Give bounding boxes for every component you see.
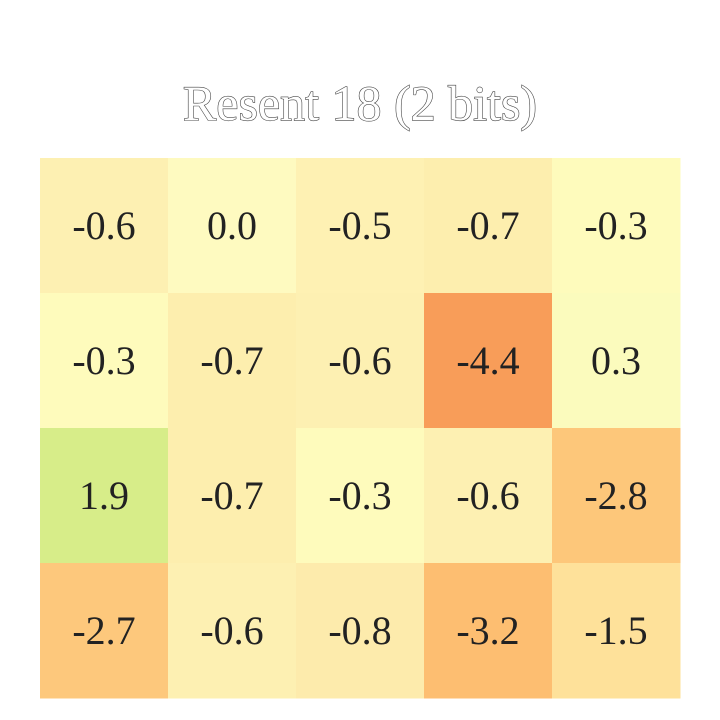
cell-value-label-r3-c1: -0.6	[200, 608, 263, 653]
cell-value-label-r2-c4: -2.8	[584, 473, 647, 518]
heatmap-cell-r1-c1	[168, 293, 297, 429]
heatmap-cell-r3-c4	[552, 563, 681, 699]
heatmap-cell-r3-c3	[424, 563, 553, 699]
cell-value-label-r3-c3: -3.2	[456, 608, 519, 653]
cell-value-label-r0-c1: 0.0	[207, 203, 257, 248]
cell-value-label-r2-c3: -0.6	[456, 473, 519, 518]
cell-value-label-r0-c0: -0.6	[72, 203, 135, 248]
cell-value-label-r1-c2: -0.6	[328, 338, 391, 383]
cell-value-label-r0-c3: -0.7	[456, 203, 519, 248]
heatmap-cell-r1-c2	[296, 293, 425, 429]
cell-value-label-r2-c0: 1.9	[79, 473, 129, 518]
heatmap-cells	[40, 158, 681, 699]
heatmap-cell-r2-c3	[424, 428, 553, 564]
heatmap-cell-r2-c0	[40, 428, 169, 564]
cell-value-label-r3-c0: -2.7	[72, 608, 135, 653]
chart-title: Resent 18 (2 bits)	[183, 75, 537, 131]
cell-value-label-r1-c0: -0.3	[72, 338, 135, 383]
heatmap-cell-r0-c4	[552, 158, 681, 294]
cell-value-label-r2-c1: -0.7	[200, 473, 263, 518]
heatmap-cell-r1-c3	[424, 293, 553, 429]
heatmap-cell-labels: -0.6 0.0 -0.5 -0.7 -0.3 -0.3 -0.7 -0.6 -4.4 0.3 1.…	[72, 203, 647, 653]
heatmap-cell-r3-c2	[296, 563, 425, 699]
heatmap-cell-r3-c0	[40, 563, 169, 699]
heatmap-cell-r0-c3	[424, 158, 553, 294]
cell-value-label-r1-c3: -4.4	[456, 338, 519, 383]
heatmap-cell-r0-c1	[168, 158, 297, 294]
heatmap-cell-r2-c1	[168, 428, 297, 564]
cell-value-label-r2-c2: -0.3	[328, 473, 391, 518]
cell-value-label-r0-c2: -0.5	[328, 203, 391, 248]
heatmap-cell-r0-c2	[296, 158, 425, 294]
cell-value-label-r3-c2: -0.8	[328, 608, 391, 653]
heatmap-cell-r0-c0	[40, 158, 169, 294]
heatmap-cell-r2-c2	[296, 428, 425, 564]
heatmap-cell-r1-c0	[40, 293, 169, 429]
heatmap-cell-r1-c4	[552, 293, 681, 429]
cell-value-label-r0-c4: -0.3	[584, 203, 647, 248]
cell-value-label-r1-c1: -0.7	[200, 338, 263, 383]
heatmap-cell-r2-c4	[552, 428, 681, 564]
cell-value-label-r1-c4: 0.3	[591, 338, 641, 383]
heatmap-cell-r3-c1	[168, 563, 297, 699]
cell-value-label-r3-c4: -1.5	[584, 608, 647, 653]
